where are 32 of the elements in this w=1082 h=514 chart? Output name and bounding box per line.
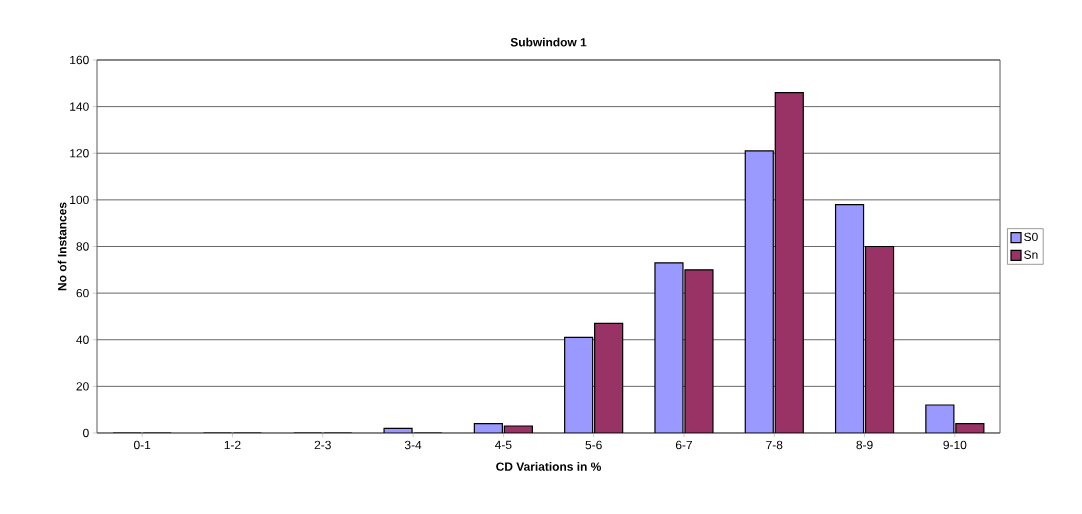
legend-label: S0: [1024, 232, 1038, 242]
x-tick-label: 5-6: [585, 440, 602, 450]
x-tick-label: 4-5: [495, 440, 512, 450]
y-tick-label: 80: [76, 242, 89, 251]
x-tick-label: 1-2: [224, 440, 241, 450]
bar: [684, 269, 713, 433]
y-tick-label: 160: [70, 55, 89, 65]
x-tick-label: 8-9: [856, 440, 873, 450]
y-tick-label: 0: [83, 428, 89, 438]
y-tick-label: 140: [70, 102, 89, 111]
x-tick-label: 6-7: [675, 440, 692, 450]
legend-label: Sn: [1024, 250, 1038, 259]
x-tick-label: 2-3: [314, 440, 331, 450]
chart-title: Subwindow 1: [510, 37, 587, 47]
y-tick-label: 100: [70, 195, 89, 205]
bar: [864, 245, 895, 433]
x-tick-label: 9-10: [943, 440, 967, 450]
y-tick-label: 60: [76, 288, 89, 298]
x-axis-title: CD Variations in %: [496, 462, 601, 471]
bar: [834, 203, 865, 433]
y-tick-label: 20: [76, 382, 89, 391]
bar: [774, 92, 804, 433]
y-tick-label: 120: [70, 149, 89, 158]
y-tick-label: 40: [76, 335, 89, 344]
bar: [654, 262, 683, 433]
y-axis-title: No of Instances: [57, 202, 67, 291]
x-tick-label: 7-8: [766, 440, 783, 450]
bar: [744, 150, 774, 433]
bar: [564, 336, 594, 433]
x-tick-label: 3-4: [404, 440, 422, 450]
bar: [594, 322, 624, 433]
x-tick-label: 0-1: [133, 440, 151, 450]
